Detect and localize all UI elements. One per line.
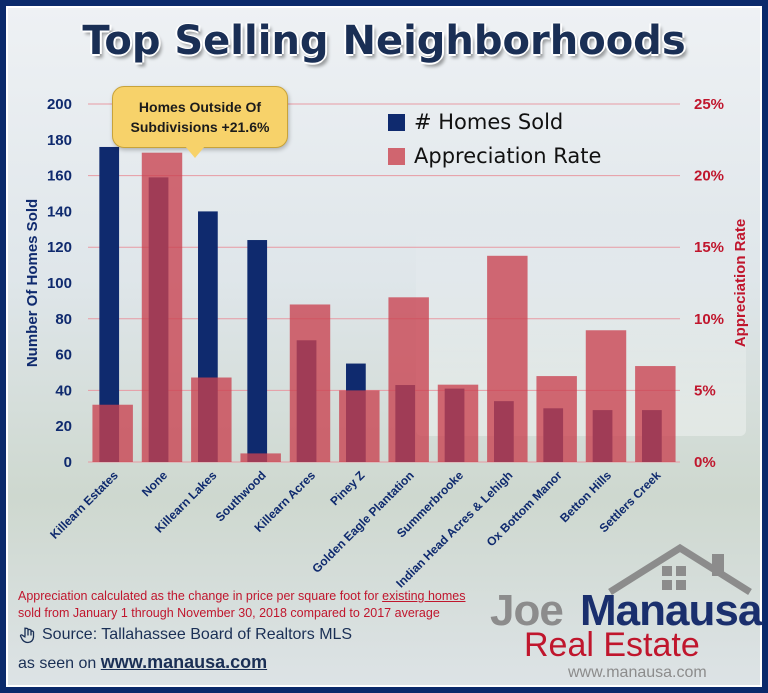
logo-manausa: Manausa (580, 586, 762, 635)
chart-frame (6, 6, 762, 687)
annotation-line-1: Homes Outside Of (138, 99, 262, 115)
y2-axis-tick-label: 5% (694, 382, 716, 399)
y-axis-tick-label: 80 (55, 311, 72, 328)
y2-axis-tick-label: 10% (694, 311, 724, 328)
bar-appreciation (141, 152, 183, 463)
bar-appreciation (437, 384, 479, 462)
bar-appreciation (585, 330, 627, 462)
bar-appreciation (487, 255, 528, 462)
source-line: Source: Tallahassee Board of Realtors ML… (18, 626, 352, 644)
bar-appreciation (388, 297, 429, 462)
y-axis-tick-label: 40 (55, 382, 72, 399)
bar-homes-sold (99, 146, 120, 462)
y-axis-tick-label: 120 (47, 239, 72, 256)
legend-label-homes-sold: # Homes Sold (414, 110, 564, 134)
annotation-callout: Homes Outside Of Subdivisions +21.6% (112, 86, 288, 148)
y-axis-title: Number Of Homes Sold (24, 199, 41, 367)
legend-swatch-homes-sold (388, 113, 405, 131)
y2-axis-tick-label: 15% (694, 239, 724, 256)
company-logo: Joe Manausa Real Estate www.manausa.com (470, 540, 762, 681)
seen-on-line: as seen on www.manausa.com (18, 652, 267, 673)
x-axis-category-label: Piney Z (327, 468, 367, 508)
y-axis-tick-label: 60 (55, 347, 72, 364)
annotation-line-2: Subdivisions +21.6% (130, 119, 270, 135)
house-roof-icon (608, 543, 752, 595)
source-text: Source: Tallahassee Board of Realtors ML… (42, 626, 353, 643)
legend-item-appreciation: Appreciation Rate (388, 144, 601, 168)
y2-axis-tick-label: 20% (694, 168, 724, 185)
annotation-pointer (185, 146, 205, 158)
logo-joe: Joe (490, 586, 564, 635)
y-axis-tick-label: 140 (47, 203, 72, 220)
y2-axis-tick-label: 25% (694, 96, 724, 113)
y-axis-tick-label: 180 (47, 132, 72, 149)
y-axis-tick-label: 20 (55, 418, 72, 435)
y2-axis-tick-label: 0% (694, 454, 716, 471)
y-axis-tick-label: 0 (64, 454, 72, 471)
legend-swatch-appreciation (388, 147, 405, 165)
legend-item-homes-sold: # Homes Sold (388, 110, 563, 134)
bar-appreciation (240, 453, 281, 462)
bar-appreciation (92, 404, 133, 462)
bar-appreciation (635, 366, 676, 462)
bar-appreciation (536, 376, 577, 462)
hand-pointer-icon (18, 626, 36, 644)
legend-label-appreciation: Appreciation Rate (414, 144, 602, 168)
logo-url: www.manausa.com (568, 664, 707, 681)
chart-title: Top Selling Neighborhoods (82, 18, 686, 64)
logo-real-estate: Real Estate (524, 626, 700, 664)
footnote-part-1: Appreciation calculated as the change in… (18, 589, 383, 603)
y-axis-tick-label: 200 (47, 96, 72, 113)
x-axis-category-label: None (139, 468, 170, 499)
y2-axis-title: Appreciation Rate (732, 219, 749, 347)
y-axis-tick-label: 100 (47, 275, 72, 292)
seen-on-url[interactable]: www.manausa.com (100, 652, 268, 672)
footnote: Appreciation calculated as the change in… (18, 588, 488, 622)
x-axis-category-label: Golden Eagle Plantation (309, 468, 417, 576)
bar-appreciation (289, 304, 331, 462)
bar-appreciation (191, 377, 232, 462)
bar-appreciation (339, 390, 380, 462)
x-axis-category-label: Killearn Estates (47, 468, 121, 542)
seen-on-prefix: as seen on (18, 655, 101, 672)
footnote-underlined: existing homes (382, 589, 466, 603)
bar-homes-sold (247, 240, 268, 462)
footnote-part-2: sold from January 1 through November 30,… (18, 606, 440, 620)
y-axis-tick-label: 160 (47, 168, 72, 185)
